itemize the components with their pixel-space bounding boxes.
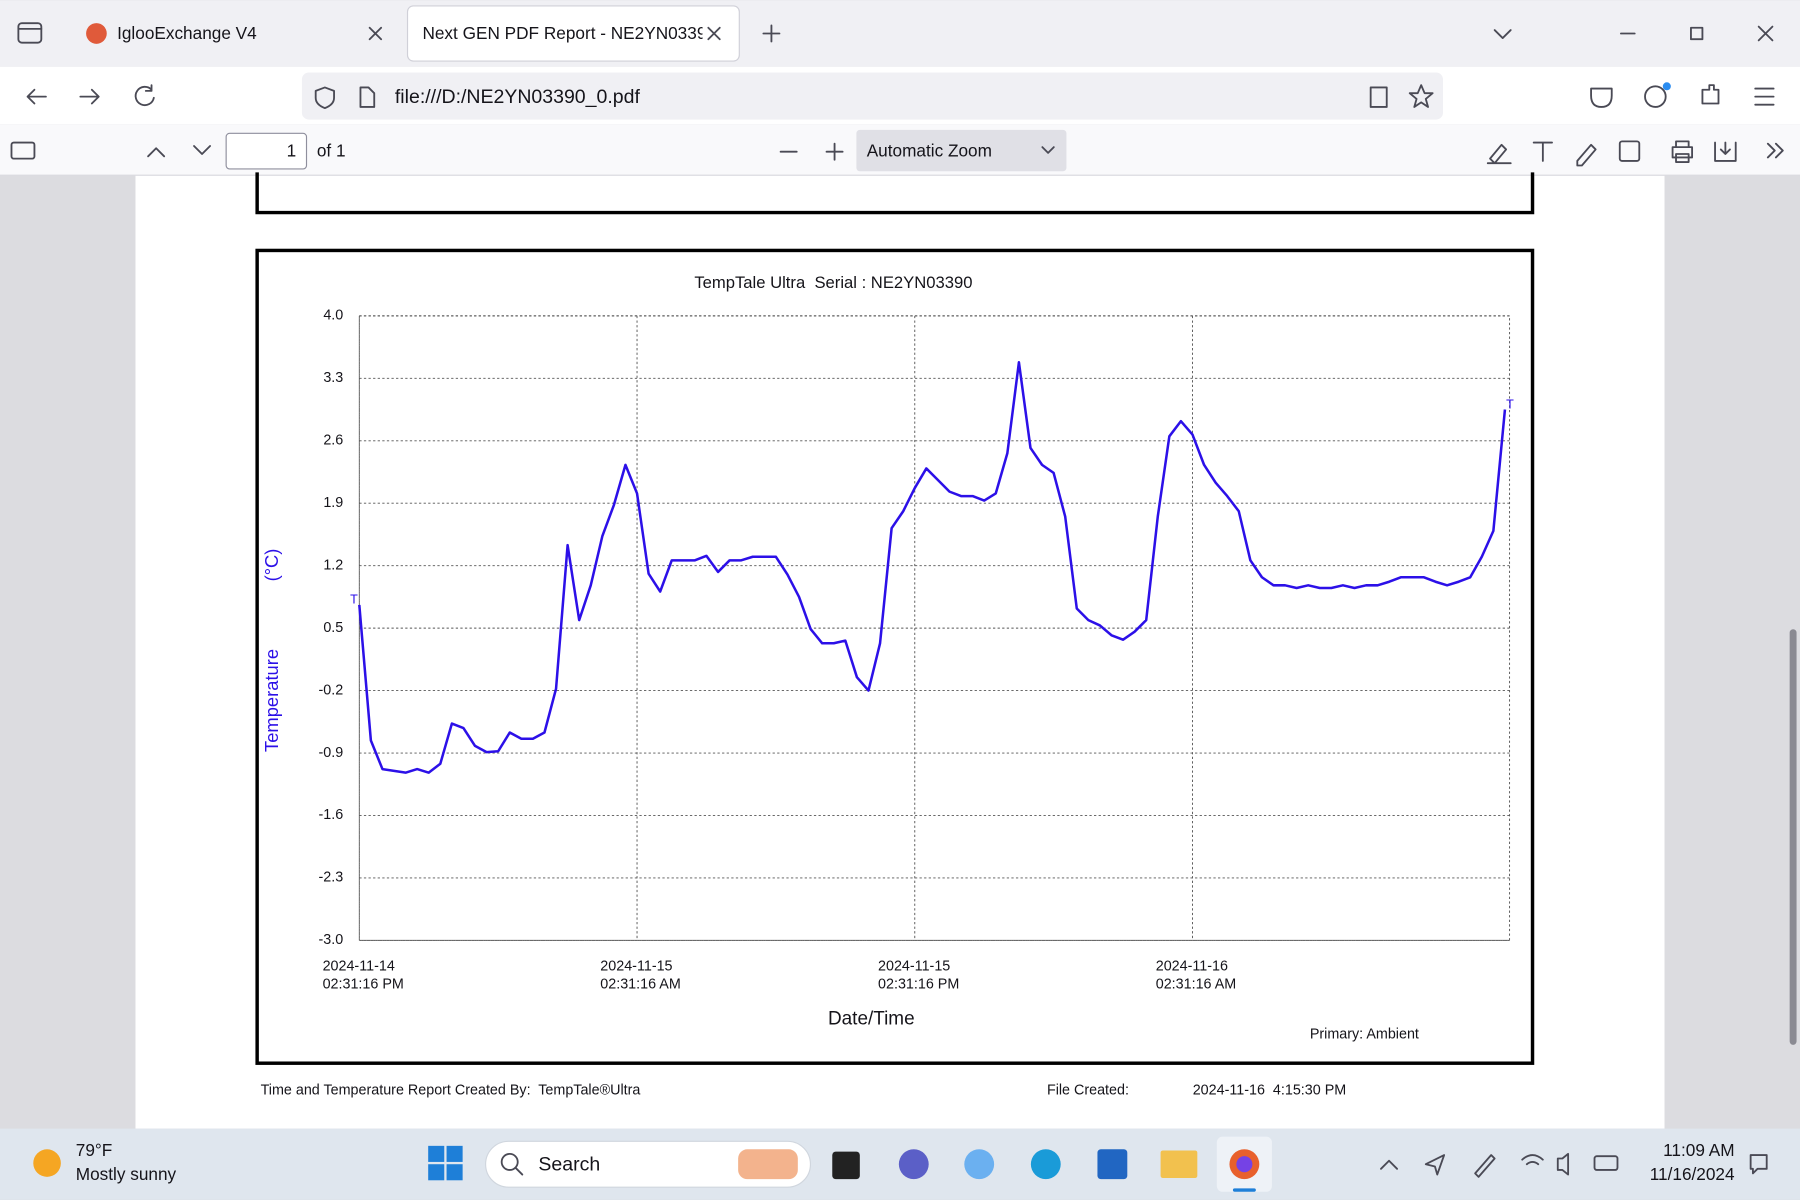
start-button[interactable] <box>428 1145 463 1181</box>
y-tick-label: -0.9 <box>319 745 344 761</box>
zoom-select[interactable] <box>856 129 1067 172</box>
tray-overflow[interactable] <box>1380 1159 1398 1170</box>
edge[interactable] <box>1030 1149 1061 1180</box>
chart: TempTale Ultra Serial : NE2YN03390 Tempe… <box>261 273 1514 1042</box>
zoom-in[interactable] <box>825 142 844 161</box>
y-tick-label: 3.3 <box>323 370 343 386</box>
url-field[interactable] <box>301 72 1443 120</box>
y-tick-label: -0.2 <box>319 682 344 698</box>
extensions[interactable] <box>1701 84 1720 105</box>
file-created-label: File Created: <box>1047 1083 1129 1099</box>
created-by: Time and Temperature Report Created By: … <box>261 1083 641 1099</box>
copilot[interactable] <box>964 1149 995 1180</box>
close-tab[interactable] <box>707 26 721 41</box>
tab-strip <box>0 0 1800 67</box>
weather-icon[interactable] <box>33 1149 61 1177</box>
weather-text[interactable]: Mostly sunny <box>76 1164 177 1184</box>
draw[interactable] <box>1576 143 1597 167</box>
scrollbar[interactable] <box>1789 629 1797 1045</box>
x-tick-label: 2024-11-16 <box>1156 959 1228 975</box>
wifi[interactable] <box>1521 1154 1544 1166</box>
page-count: of 1 <box>317 140 346 160</box>
series-label: Primary: Ambient <box>1310 1026 1419 1042</box>
y-tick-label: 1.2 <box>323 557 343 573</box>
tab-list-button[interactable] <box>17 22 43 44</box>
volume[interactable] <box>1556 1152 1570 1176</box>
sidebar-toggle[interactable] <box>10 141 36 160</box>
reader-view[interactable] <box>1369 86 1388 108</box>
bookmark[interactable] <box>1408 84 1434 108</box>
url[interactable]: file:///D:/NE2YN03390_0.pdf <box>395 86 641 108</box>
location[interactable] <box>1424 1154 1446 1176</box>
new-tab[interactable] <box>762 24 781 43</box>
save[interactable] <box>1714 141 1737 162</box>
print[interactable] <box>1671 140 1694 163</box>
x-tick-label: 02:31:16 PM <box>323 976 404 992</box>
reload[interactable] <box>134 84 155 107</box>
search-box[interactable] <box>485 1140 812 1188</box>
pdf-page <box>135 175 1665 1129</box>
shield[interactable] <box>314 86 335 110</box>
search-placeholder: Search <box>538 1154 600 1176</box>
text-tool[interactable] <box>1532 141 1553 162</box>
y-tick-label: 0.5 <box>323 620 343 636</box>
previous-page[interactable] <box>147 147 166 158</box>
trip-marker: T <box>350 593 358 607</box>
active-tab[interactable]: Next GEN PDF Report - NE2YN0339 <box>406 5 740 62</box>
notifications[interactable] <box>1749 1154 1768 1175</box>
store[interactable] <box>1097 1149 1128 1180</box>
tab[interactable]: IglooExchange V4 <box>86 23 383 44</box>
page-number: 1 <box>287 140 297 160</box>
tab-title: Next GEN PDF Report - NE2YN0339 <box>422 23 706 43</box>
weather-temp[interactable]: 79°F <box>76 1140 113 1160</box>
chart-frame <box>255 248 1535 1065</box>
x-tick-label: 2024-11-14 <box>323 959 395 975</box>
y-axis-label: Temperature <box>261 649 282 752</box>
x-tick-label: 02:31:16 AM <box>1156 976 1236 992</box>
forward[interactable] <box>79 88 100 105</box>
teams[interactable] <box>898 1149 929 1180</box>
page-input[interactable] <box>225 132 308 170</box>
next-page[interactable] <box>193 145 211 155</box>
y-tick-label: 1.9 <box>323 495 343 511</box>
clock-time[interactable]: 11:09 AM <box>1663 1140 1734 1160</box>
restore[interactable] <box>1690 26 1704 41</box>
y-tick-label: 4.0 <box>323 308 343 324</box>
pocket[interactable] <box>1590 87 1613 108</box>
chart-title: TempTale Ultra Serial : NE2YN03390 <box>694 273 972 292</box>
account[interactable] <box>1644 85 1667 108</box>
x-tick-label: 2024-11-15 <box>878 959 950 975</box>
highlight[interactable] <box>1486 143 1512 165</box>
upper-box <box>255 172 1535 215</box>
app-menu[interactable] <box>1754 87 1775 106</box>
more-tools[interactable] <box>1766 142 1784 159</box>
y-tick-label: -2.3 <box>319 870 344 886</box>
clock-date[interactable]: 11/16/2024 <box>1650 1164 1735 1184</box>
x-tick-label: 2024-11-15 <box>600 959 672 975</box>
file-explorer[interactable] <box>1160 1150 1198 1178</box>
y-tick-label: -3.0 <box>319 932 344 948</box>
task-view[interactable] <box>832 1151 860 1180</box>
y-tick-label: -1.6 <box>319 807 344 823</box>
file-created: 2024-11-16 4:15:30 PM <box>1193 1083 1346 1099</box>
battery[interactable] <box>1593 1155 1619 1171</box>
trip-marker: T <box>1506 397 1514 411</box>
zoom-value: Automatic Zoom <box>867 140 992 160</box>
image[interactable] <box>1618 140 1641 162</box>
tab-menu[interactable] <box>1493 29 1512 39</box>
y-axis-unit: (°C) <box>261 549 282 582</box>
file-icon <box>359 86 376 108</box>
series-line <box>358 361 1507 774</box>
x-axis-label: Date/Time <box>828 1009 915 1030</box>
pen[interactable] <box>1474 1154 1496 1178</box>
close-window[interactable] <box>1757 25 1774 42</box>
tab-title: IglooExchange V4 <box>117 23 257 43</box>
close-tab[interactable] <box>368 26 383 41</box>
back[interactable] <box>26 88 47 105</box>
y-tick-label: 2.6 <box>323 433 343 449</box>
x-tick-label: 02:31:16 PM <box>878 976 959 992</box>
x-tick-label: 02:31:16 AM <box>600 976 680 992</box>
